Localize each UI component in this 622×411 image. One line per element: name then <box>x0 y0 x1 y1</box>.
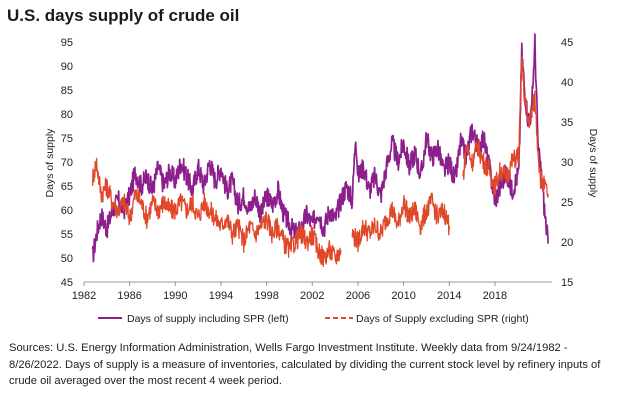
right-y-tick-label: 25 <box>561 197 573 209</box>
x-tick-label: 1982 <box>72 290 96 302</box>
source-note: Sources: U.S. Energy Information Adminis… <box>9 342 601 387</box>
left-y-tick-label: 55 <box>61 229 73 241</box>
legend: Days of supply including SPR (left) Days … <box>98 313 529 325</box>
x-tick-label: 2010 <box>391 290 415 302</box>
series-line-excluding-spr <box>462 56 549 198</box>
x-tick-label: 1986 <box>117 290 141 302</box>
x-tick-label: 1990 <box>163 290 187 302</box>
left-y-tick-label: 80 <box>61 109 73 121</box>
series-group <box>91 33 549 267</box>
right-y-tick-label: 45 <box>561 37 573 49</box>
left-y-tick-label: 90 <box>61 61 73 73</box>
x-tick-labels: 1982 1986 1990 1994 1998 2002 2006 2010 2014 2018 <box>72 282 507 302</box>
legend-label-excluding-spr: Days of Supply excluding SPR (right) <box>356 313 529 325</box>
left-y-tick-label: 50 <box>61 253 73 265</box>
right-y-tick-labels: 15 20 25 30 35 40 45 <box>561 37 573 289</box>
left-y-tick-label: 75 <box>61 133 73 145</box>
x-tick-label: 2014 <box>437 290 461 302</box>
right-y-tick-label: 40 <box>561 77 573 89</box>
chart-svg: 1982 1986 1990 1994 1998 2002 2006 2010 2014 2018… <box>44 33 599 325</box>
x-tick-label: 2006 <box>346 290 370 302</box>
left-y-tick-label: 85 <box>61 85 73 97</box>
left-y-tick-label: 95 <box>61 37 73 49</box>
x-tick-label: 2002 <box>300 290 324 302</box>
left-y-tick-label: 45 <box>61 277 73 289</box>
right-y-tick-label: 35 <box>561 117 573 129</box>
left-y-tick-labels: 45 50 55 60 65 70 75 80 85 90 95 <box>61 37 73 289</box>
right-y-tick-label: 15 <box>561 277 573 289</box>
right-y-tick-label: 20 <box>561 237 573 249</box>
chart-title: U.S. days supply of crude oil <box>7 6 240 25</box>
x-tick-label: 1994 <box>209 290 233 302</box>
x-tick-label: 1998 <box>254 290 278 302</box>
x-tick-label: 2018 <box>483 290 507 302</box>
left-y-axis-title: Days of supply <box>44 128 56 198</box>
left-y-tick-label: 60 <box>61 205 73 217</box>
series-line-including-spr <box>91 33 549 263</box>
left-y-tick-label: 65 <box>61 181 73 193</box>
right-y-axis-title: Days of supply <box>587 129 599 199</box>
series-line-excluding-spr <box>91 157 342 267</box>
series-line-excluding-spr <box>351 192 450 253</box>
legend-label-including-spr: Days of supply including SPR (left) <box>127 313 289 325</box>
right-y-tick-label: 30 <box>561 157 573 169</box>
left-y-tick-label: 70 <box>61 157 73 169</box>
